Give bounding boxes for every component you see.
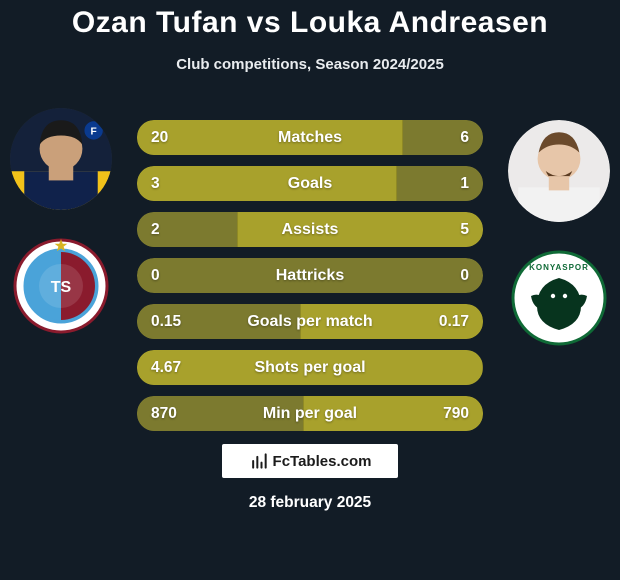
- stat-row-fill-right: [303, 396, 483, 431]
- stat-row: 25Assists: [137, 212, 483, 247]
- stat-rows: 206Matches 31Goals 25Assists 00Hattricks 0.1…: [137, 120, 483, 431]
- stat-row-fill-left: [137, 304, 300, 339]
- stat-row-fill-right: [237, 212, 483, 247]
- svg-text:F: F: [91, 127, 97, 138]
- right-player-avatar: [508, 120, 610, 222]
- svg-text:TS: TS: [51, 279, 72, 296]
- stat-row-fill-left: [137, 120, 403, 155]
- title-player-left: Ozan Tufan: [72, 6, 238, 39]
- right-club-crest: KONYASPOR: [509, 248, 609, 348]
- stat-row-track: [137, 258, 483, 293]
- stat-row-fill-right: [397, 166, 484, 201]
- stat-row-fill-left: [137, 350, 483, 385]
- title-vs: vs: [247, 6, 281, 39]
- left-club-crest: TS: [11, 236, 111, 336]
- svg-text:KONYASPOR: KONYASPOR: [529, 263, 589, 272]
- date-label: 28 february 2025: [249, 494, 371, 512]
- stat-row: 870790Min per goal: [137, 396, 483, 431]
- left-player-column: F TS: [6, 108, 116, 336]
- stat-row-fill-right: [403, 120, 483, 155]
- stat-row-fill-left: [137, 166, 397, 201]
- title-player-right: Louka Andreasen: [290, 6, 548, 39]
- stat-row: 0.150.17Goals per match: [137, 304, 483, 339]
- footer-brand: FcTables.com: [222, 444, 398, 478]
- stat-row: 00Hattricks: [137, 258, 483, 293]
- page-title: Ozan Tufan vs Louka Andreasen: [0, 0, 620, 40]
- chart-icon: [249, 451, 269, 471]
- stat-row: 31Goals: [137, 166, 483, 201]
- stat-row-fill-left: [137, 212, 237, 247]
- stat-row: 4.67Shots per goal: [137, 350, 483, 385]
- stat-row-fill-right: [300, 304, 483, 339]
- right-player-column: KONYASPOR: [504, 120, 614, 348]
- subtitle: Club competitions, Season 2024/2025: [0, 56, 620, 73]
- left-player-avatar: F: [10, 108, 112, 210]
- stat-row: 206Matches: [137, 120, 483, 155]
- footer-brand-label: FcTables.com: [273, 453, 372, 470]
- stat-row-fill-left: [137, 396, 303, 431]
